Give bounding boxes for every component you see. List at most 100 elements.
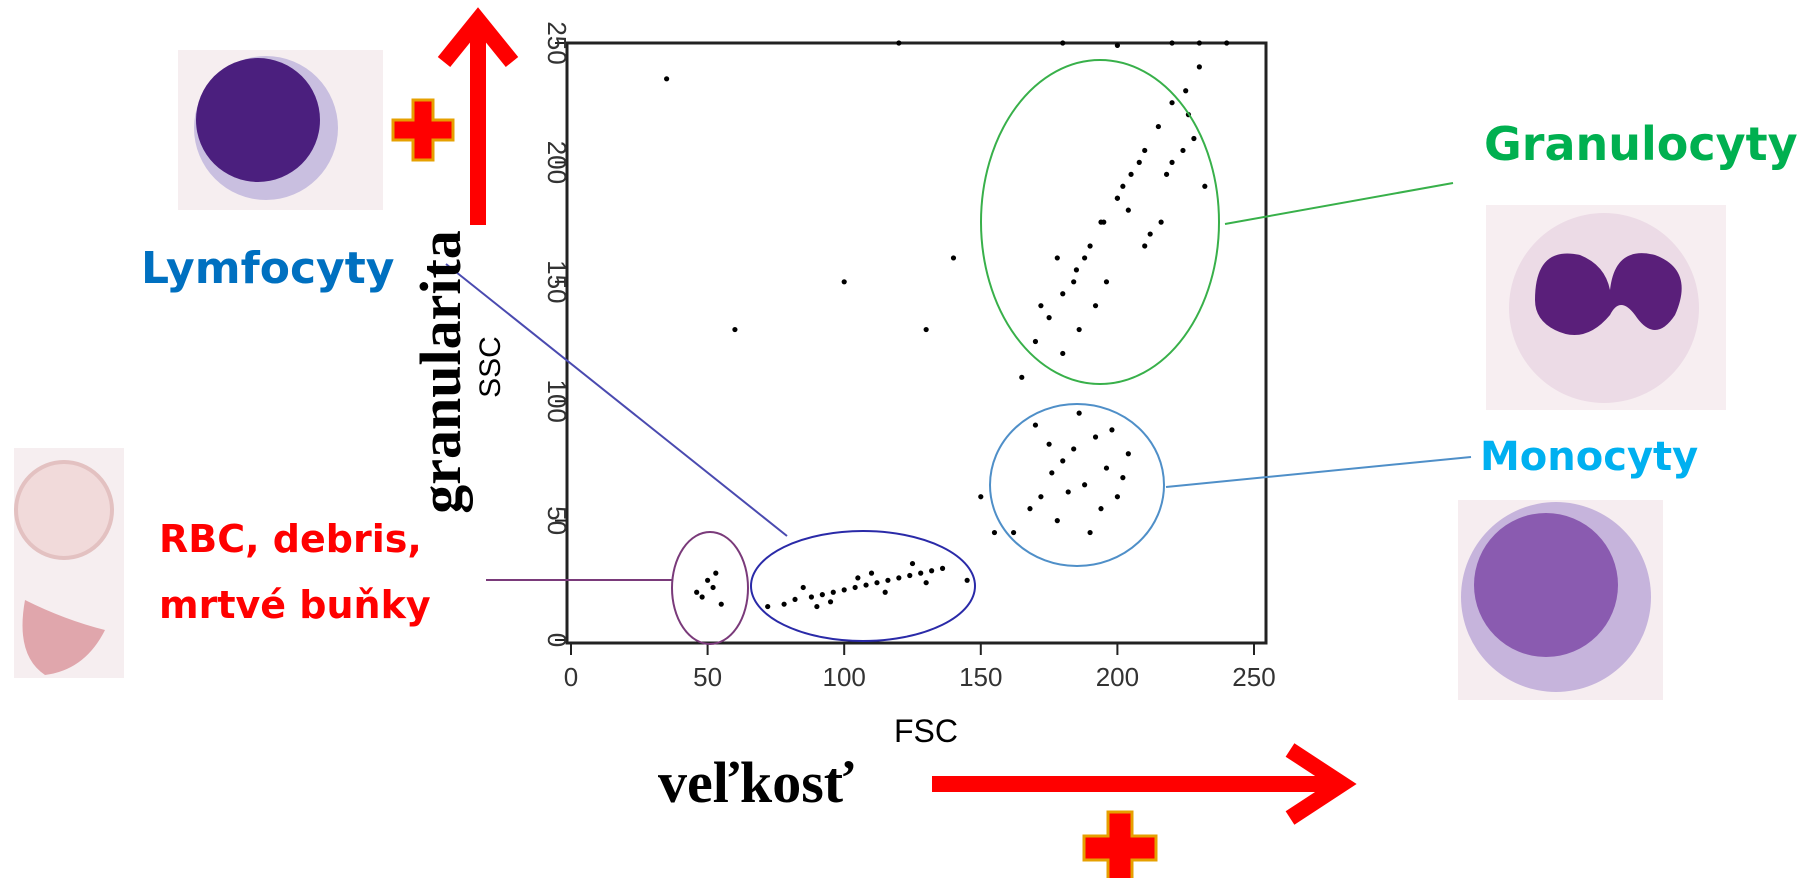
point [868, 570, 875, 576]
point [1087, 243, 1093, 249]
point [1076, 410, 1082, 416]
point [1054, 255, 1060, 261]
point [1103, 465, 1110, 471]
point [1010, 529, 1017, 536]
point [991, 529, 998, 536]
point [1038, 303, 1044, 309]
point [1098, 219, 1104, 225]
point [950, 255, 957, 261]
point [1142, 243, 1148, 249]
point [1191, 135, 1197, 142]
point [1060, 291, 1066, 297]
point [896, 575, 902, 581]
point [765, 603, 771, 610]
point [1087, 529, 1093, 536]
point [1109, 427, 1115, 433]
x-tick-label: 0 [564, 662, 578, 692]
point [1071, 279, 1077, 285]
point [1169, 100, 1175, 106]
point [1060, 40, 1066, 46]
y-tick-label: 100 [542, 380, 572, 423]
debris-label: mrtvé buňky [159, 583, 431, 627]
point [1147, 231, 1153, 237]
point [882, 589, 888, 595]
monocyte-label: Monocyty [1480, 434, 1698, 480]
y-arrow-head [437, 7, 519, 68]
point [664, 76, 670, 82]
point [1073, 267, 1080, 273]
point [863, 582, 869, 588]
y-tick-label: 50 [542, 506, 572, 535]
point [939, 565, 946, 571]
cell-images [14, 50, 1726, 700]
point [1046, 315, 1052, 321]
point [1082, 482, 1088, 488]
y-description: granularita [408, 230, 473, 514]
point [923, 580, 929, 586]
point [1142, 147, 1148, 154]
point [852, 584, 858, 591]
x-tick-label: 200 [1096, 662, 1139, 692]
point [781, 601, 787, 607]
point [1092, 303, 1099, 309]
point [1103, 279, 1110, 285]
point [732, 326, 738, 333]
lymphocyte-label: Lymfocyty [141, 243, 394, 294]
point [718, 601, 724, 607]
monocyte-gate [989, 403, 1165, 567]
point [1183, 88, 1189, 94]
point [1046, 441, 1052, 447]
y-axis-label: SSC [474, 336, 507, 398]
point [1065, 489, 1071, 495]
point [841, 587, 847, 593]
rbc-fragment [22, 600, 105, 675]
x-tick-label: 150 [959, 662, 1002, 692]
point [1180, 147, 1186, 154]
point [1032, 422, 1039, 428]
point [1169, 159, 1175, 165]
y-tick-label: 200 [542, 141, 572, 184]
point [841, 279, 847, 285]
point [1114, 42, 1120, 48]
leader-line [1165, 456, 1472, 488]
point [907, 572, 913, 579]
point [1120, 183, 1126, 189]
point [1114, 494, 1120, 500]
x-arrow-head [1285, 743, 1357, 825]
point [1114, 195, 1120, 201]
plot-frame [565, 41, 1268, 645]
point [1060, 350, 1066, 357]
point [1196, 40, 1202, 46]
point [710, 584, 716, 591]
point [1060, 458, 1066, 464]
point [1076, 326, 1082, 333]
point [1136, 159, 1142, 165]
debris-label: RBC, debris, [159, 517, 422, 561]
point [918, 570, 924, 576]
point [1038, 494, 1044, 500]
plus-sign [1082, 810, 1158, 878]
point [713, 570, 719, 576]
plus-sign [391, 98, 455, 162]
point [1082, 255, 1088, 261]
ticks: 0 50 100 150 200 250 0 50 100 150 200 250 [542, 21, 1276, 692]
leader-line [445, 263, 788, 537]
lymphocyte-gate [750, 530, 976, 642]
point [1155, 123, 1161, 130]
point [830, 589, 836, 595]
x-tick-label: 100 [823, 662, 866, 692]
point [964, 577, 970, 583]
lymphocyte-nucleus [196, 58, 320, 182]
point [929, 568, 935, 574]
point [885, 577, 891, 583]
point [1092, 434, 1099, 440]
point [1125, 207, 1131, 213]
point [1054, 518, 1060, 524]
point [1169, 40, 1175, 46]
point [896, 40, 902, 46]
point [819, 592, 825, 598]
point [1120, 475, 1126, 481]
point [1027, 506, 1033, 512]
leader-line [1224, 182, 1454, 225]
